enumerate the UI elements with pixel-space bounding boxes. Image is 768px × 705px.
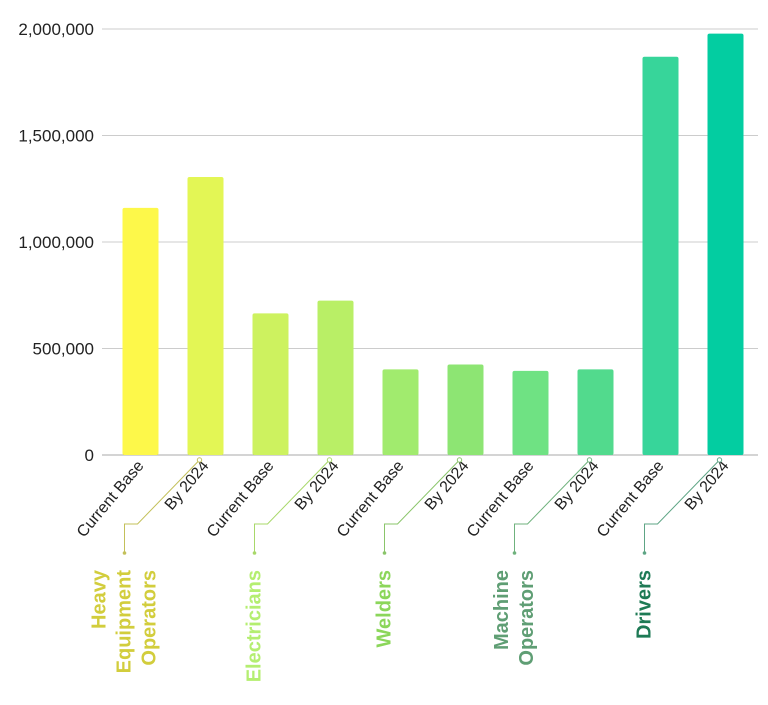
bar bbox=[382, 369, 419, 455]
x-tick-label: Current Base bbox=[334, 458, 408, 541]
bar bbox=[252, 313, 289, 455]
y-tick-label: 2,000,000 bbox=[18, 20, 94, 39]
x-tick-label: By 2024 bbox=[292, 458, 343, 514]
leader-dot bbox=[196, 457, 203, 463]
leader-dot bbox=[252, 551, 257, 555]
leader-dot bbox=[326, 457, 333, 463]
bar bbox=[512, 370, 549, 455]
x-tick-label: By 2024 bbox=[422, 458, 473, 514]
group-label: Operators bbox=[516, 570, 538, 666]
y-tick-label: 0 bbox=[85, 446, 94, 465]
y-tick-label: 1,500,000 bbox=[18, 127, 94, 146]
bar bbox=[447, 364, 484, 455]
group-label: Heavy bbox=[89, 569, 111, 629]
group-label: Drivers bbox=[634, 570, 656, 639]
leader-dot bbox=[716, 457, 723, 463]
group-label: Welders bbox=[374, 570, 396, 647]
x-tick-label: By 2024 bbox=[682, 458, 733, 514]
x-tick-label: By 2024 bbox=[552, 458, 603, 514]
leader-dot bbox=[122, 551, 127, 555]
bar bbox=[642, 56, 679, 455]
y-tick-label: 1,000,000 bbox=[18, 233, 94, 252]
leader-line bbox=[254, 459, 330, 553]
leader-line bbox=[384, 459, 460, 553]
bar bbox=[577, 369, 614, 455]
leader-line bbox=[644, 459, 720, 553]
x-tick-label: By 2024 bbox=[162, 458, 213, 514]
leader-dot bbox=[512, 551, 517, 555]
x-tick-label: Current Base bbox=[594, 458, 668, 541]
bar bbox=[122, 207, 159, 455]
bars bbox=[122, 33, 744, 455]
leader-dot bbox=[642, 551, 647, 555]
y-tick-label: 500,000 bbox=[33, 340, 94, 359]
bar bbox=[707, 33, 744, 455]
group-label: Equipment bbox=[114, 570, 136, 674]
x-tick-label: Current Base bbox=[74, 458, 148, 541]
bar bbox=[317, 300, 354, 455]
group-label: Operators bbox=[139, 570, 161, 666]
x-tick-label: Current Base bbox=[464, 458, 538, 541]
leader-line bbox=[124, 459, 200, 553]
leader-dot bbox=[586, 457, 593, 463]
leader-dot bbox=[382, 551, 387, 555]
y-axis-ticks: 0 500,000 1,000,000 1,500,000 2,000,000 bbox=[18, 20, 94, 465]
group-label: Machine bbox=[491, 570, 513, 650]
group-labels: Heavy Equipment Operators Electricians Welde… bbox=[89, 457, 723, 682]
leader-line bbox=[514, 459, 590, 553]
bar bbox=[187, 177, 224, 455]
group-label: Electricians bbox=[244, 570, 266, 682]
leader-dot bbox=[456, 457, 463, 463]
x-tick-label: Current Base bbox=[204, 458, 278, 541]
